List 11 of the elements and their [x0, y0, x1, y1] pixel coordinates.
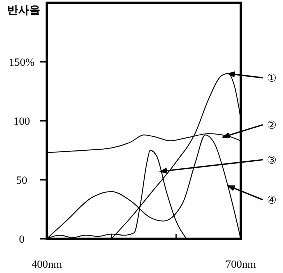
annotation: ③: [267, 155, 277, 167]
text: ①: [267, 73, 277, 85]
x-tick-label: 400nm: [32, 259, 63, 271]
y-tick-label: 0: [19, 234, 26, 246]
annotation: ②: [267, 120, 277, 132]
x-tick-label: 700nm: [226, 259, 257, 271]
y-tick-label: 100: [14, 116, 31, 128]
y-axis-title: 반사율: [8, 5, 40, 17]
y-tick-label: 50: [16, 175, 28, 187]
y-tick-label: 150%: [9, 57, 35, 69]
annotation: ④: [267, 195, 277, 207]
